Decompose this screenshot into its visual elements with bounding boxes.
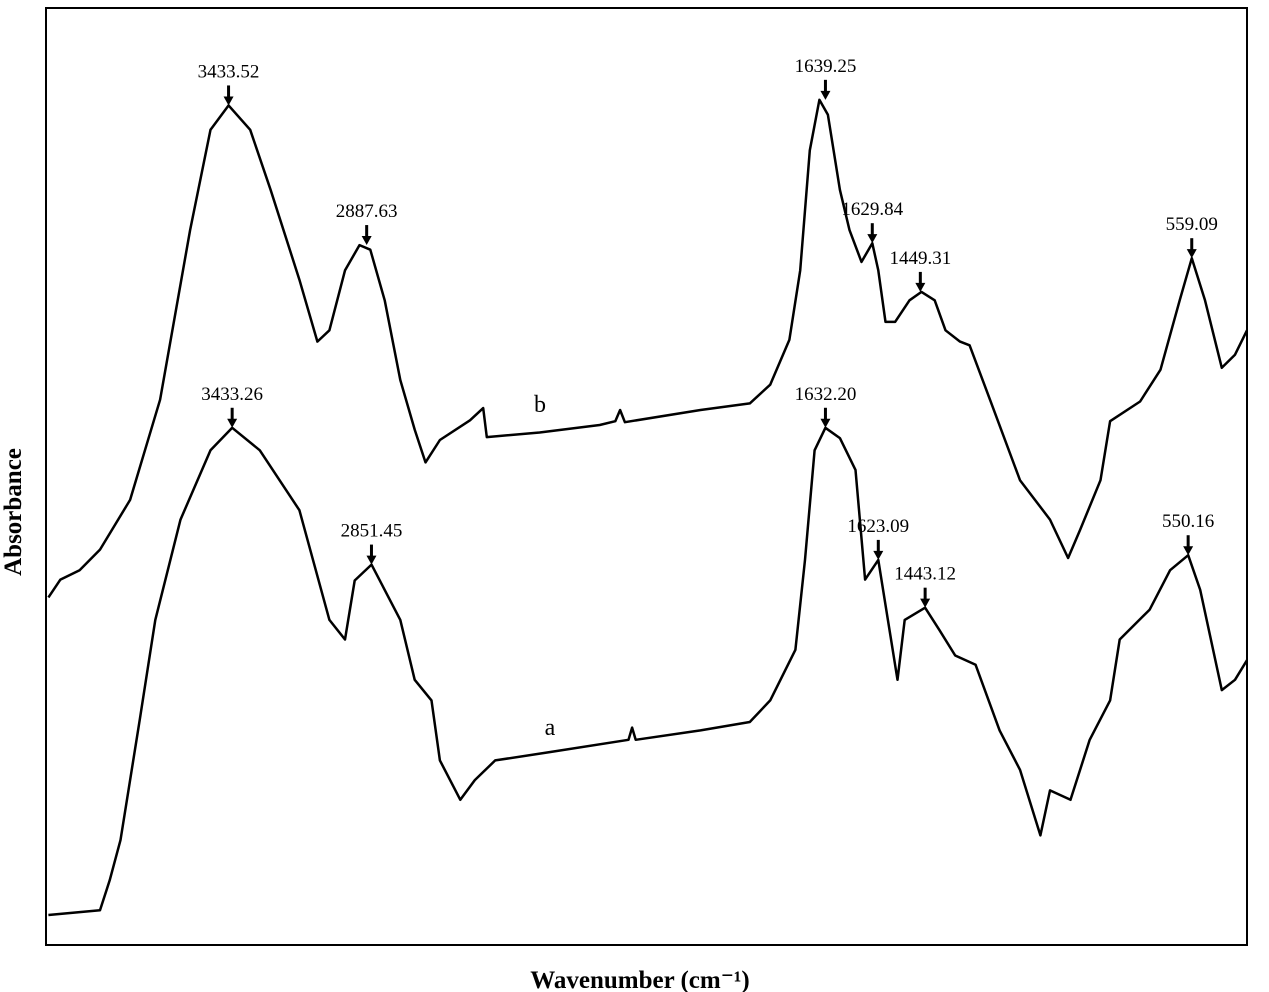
peak-arrow-head xyxy=(920,598,931,608)
peak-arrow-head xyxy=(867,234,878,244)
peak-arrow-head xyxy=(1186,249,1197,259)
plot-frame xyxy=(45,7,1248,946)
peak-arrow-head xyxy=(873,550,884,560)
peak-label: 1449.31 xyxy=(889,248,951,269)
y-axis-label: Absorbance xyxy=(0,448,27,576)
peak-label: 1629.84 xyxy=(841,199,903,220)
spectrum-line xyxy=(47,98,1249,599)
peak-arrow-head xyxy=(820,90,831,100)
curve-name: b xyxy=(534,392,546,418)
peak-label: 3433.26 xyxy=(201,384,263,405)
curve-name: a xyxy=(545,715,556,741)
peak-arrow-head xyxy=(915,282,926,292)
peak-label: 1623.09 xyxy=(847,516,909,537)
peak-label: 550.16 xyxy=(1162,511,1214,532)
peak-arrow-head xyxy=(361,236,372,246)
peak-label: 1639.25 xyxy=(795,56,857,77)
x-axis-label: Wavenumber (cm⁻¹) xyxy=(530,967,750,992)
peak-label: 3433.52 xyxy=(198,61,260,82)
spectrum-line xyxy=(48,426,1249,917)
peak-label: 559.09 xyxy=(1166,214,1218,235)
peak-arrow-head xyxy=(227,418,238,428)
peak-label: 1443.12 xyxy=(894,564,956,585)
peak-label: 1632.20 xyxy=(795,384,857,405)
peak-arrow-head xyxy=(223,96,234,106)
peak-arrow-head xyxy=(820,418,831,428)
peak-label: 2887.63 xyxy=(336,201,398,222)
peak-arrow-head xyxy=(1183,546,1194,556)
peak-label: 2851.45 xyxy=(341,521,403,542)
peak-arrow-head xyxy=(366,555,377,565)
